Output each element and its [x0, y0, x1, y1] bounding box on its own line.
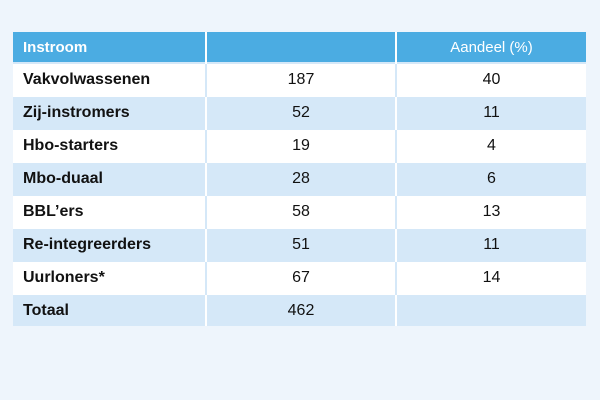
row-share: 6 — [396, 161, 586, 195]
row-share: 13 — [396, 194, 586, 228]
row-label: Vakvolwassenen — [13, 62, 207, 96]
row-share: 40 — [396, 62, 586, 96]
header-count — [206, 32, 397, 63]
row-count: 28 — [206, 161, 397, 195]
row-label: Hbo-starters — [13, 128, 207, 162]
table-body: Vakvolwassenen 187 40 Zij-instromers 52 … — [13, 62, 586, 326]
row-count: 67 — [206, 260, 397, 294]
total-share — [396, 293, 586, 326]
row-label: Uurloners* — [13, 260, 207, 294]
row-share: 11 — [396, 95, 586, 129]
table-row: Hbo-starters 19 4 — [13, 128, 586, 162]
total-label: Totaal — [13, 293, 207, 326]
header-row: Instroom Aandeel (%) — [13, 32, 586, 63]
row-share: 11 — [396, 227, 586, 261]
table-row: Zij-instromers 52 11 — [13, 95, 586, 129]
row-label: BBL’ers — [13, 194, 207, 228]
row-label: Zij-instromers — [13, 95, 207, 129]
table-row: BBL’ers 58 13 — [13, 194, 586, 228]
row-share: 4 — [396, 128, 586, 162]
table-row: Mbo-duaal 28 6 — [13, 161, 586, 195]
row-count: 51 — [206, 227, 397, 261]
row-count: 187 — [206, 62, 397, 96]
row-count: 19 — [206, 128, 397, 162]
row-label: Mbo-duaal — [13, 161, 207, 195]
table-row-total: Totaal 462 — [13, 293, 586, 326]
row-label: Re-integreerders — [13, 227, 207, 261]
table-row: Vakvolwassenen 187 40 — [13, 62, 586, 96]
row-share: 14 — [396, 260, 586, 294]
table-header: Instroom Aandeel (%) — [13, 32, 586, 63]
inflow-table-container: Instroom Aandeel (%) Vakvolwassenen 187 … — [13, 32, 586, 326]
inflow-table: Instroom Aandeel (%) Vakvolwassenen 187 … — [13, 32, 586, 326]
row-count: 58 — [206, 194, 397, 228]
total-count: 462 — [206, 293, 397, 326]
row-count: 52 — [206, 95, 397, 129]
table-row: Uurloners* 67 14 — [13, 260, 586, 294]
header-aandeel: Aandeel (%) — [396, 32, 586, 63]
header-instroom: Instroom — [13, 32, 207, 63]
table-row: Re-integreerders 51 11 — [13, 227, 586, 261]
